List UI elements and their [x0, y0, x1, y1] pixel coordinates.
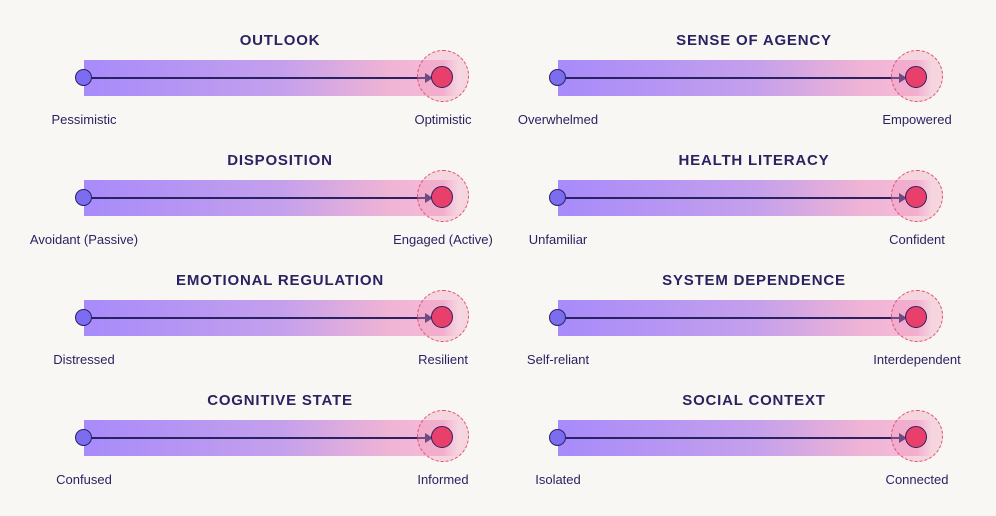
left-label: Avoidant (Passive) [29, 232, 139, 247]
start-point-icon [75, 69, 92, 86]
arrow-line [84, 77, 427, 79]
spectrum-system-dependence: SYSTEM DEPENDENCE Self-reliant Interdepe… [524, 240, 984, 367]
right-label: Resilient [418, 352, 468, 367]
arrow-line [84, 197, 427, 199]
start-point-icon [549, 429, 566, 446]
start-point-icon [549, 309, 566, 326]
spectrum-sense-of-agency: SENSE OF AGENCY Overwhelmed Empowered [518, 0, 984, 127]
end-point-icon [431, 66, 453, 88]
start-point-icon [549, 69, 566, 86]
right-label: Optimistic [414, 112, 472, 127]
end-point-icon [905, 66, 927, 88]
arrow-line [558, 437, 901, 439]
left-label: Isolated [535, 472, 581, 487]
left-label: Confused [56, 472, 112, 487]
right-label: Confident [889, 232, 945, 247]
end-point-icon [431, 306, 453, 328]
right-label: Connected [885, 472, 949, 487]
target-halo-icon [417, 290, 469, 342]
left-label: Overwhelmed [517, 112, 599, 127]
spectrum-outlook: OUTLOOK Pessimistic Optimistic [50, 0, 510, 127]
start-point-icon [75, 309, 92, 326]
start-point-icon [75, 189, 92, 206]
left-label: Pessimistic [51, 112, 117, 127]
right-label: Engaged (Active) [393, 232, 493, 247]
right-label: Empowered [882, 112, 952, 127]
right-label: Interdependent [873, 352, 961, 367]
arrow-line [558, 77, 901, 79]
arrow-line [558, 197, 901, 199]
end-point-icon [905, 306, 927, 328]
spectrum-title: COGNITIVE STATE [207, 392, 353, 409]
spectrum-social-context: SOCIAL CONTEXT Isolated Connected [524, 360, 984, 487]
spectrum-title: SYSTEM DEPENDENCE [662, 272, 846, 289]
spectrum-title: DISPOSITION [227, 152, 333, 169]
left-label: Unfamiliar [528, 232, 588, 247]
end-point-icon [905, 186, 927, 208]
arrow-line [558, 317, 901, 319]
spectrum-disposition: DISPOSITION Avoidant (Passive) Engaged (… [30, 120, 510, 247]
left-label: Self-reliant [526, 352, 590, 367]
spectrum-title: SOCIAL CONTEXT [682, 392, 826, 409]
spectrum-title: SENSE OF AGENCY [676, 32, 832, 49]
spectrum-title: EMOTIONAL REGULATION [176, 272, 384, 289]
target-halo-icon [417, 170, 469, 222]
end-point-icon [431, 186, 453, 208]
arrow-line [84, 437, 427, 439]
start-point-icon [75, 429, 92, 446]
spectrum-emotional-regulation: EMOTIONAL REGULATION Distressed Resilien… [50, 240, 510, 367]
right-label: Informed [417, 472, 469, 487]
end-point-icon [905, 426, 927, 448]
spectrum-cognitive-state: COGNITIVE STATE Confused Informed [50, 360, 510, 487]
spectrum-title: HEALTH LITERACY [678, 152, 830, 169]
start-point-icon [549, 189, 566, 206]
end-point-icon [431, 426, 453, 448]
spectrum-title: OUTLOOK [239, 32, 321, 49]
left-label: Distressed [53, 352, 115, 367]
spectrum-health-literacy: HEALTH LITERACY Unfamiliar Confident [524, 120, 984, 247]
arrow-line [84, 317, 427, 319]
